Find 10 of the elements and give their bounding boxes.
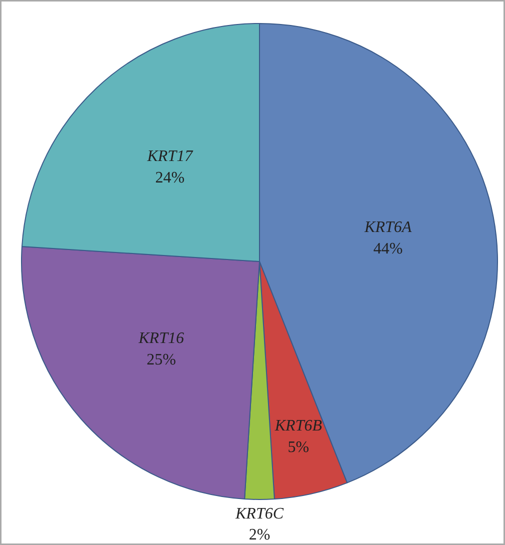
- data-label: 25%: [146, 351, 176, 368]
- data-label: 2%: [248, 526, 270, 544]
- slice-label: KRT6A: [364, 218, 412, 236]
- slice-label: KRT17: [146, 148, 194, 166]
- data-label: 24%: [155, 169, 185, 186]
- slice-label: KRT16: [138, 330, 184, 348]
- slice-label: KRT6B: [274, 418, 322, 435]
- slice-label: KRT6C: [234, 505, 284, 522]
- data-label: 44%: [373, 240, 403, 258]
- data-label: 5%: [288, 439, 310, 456]
